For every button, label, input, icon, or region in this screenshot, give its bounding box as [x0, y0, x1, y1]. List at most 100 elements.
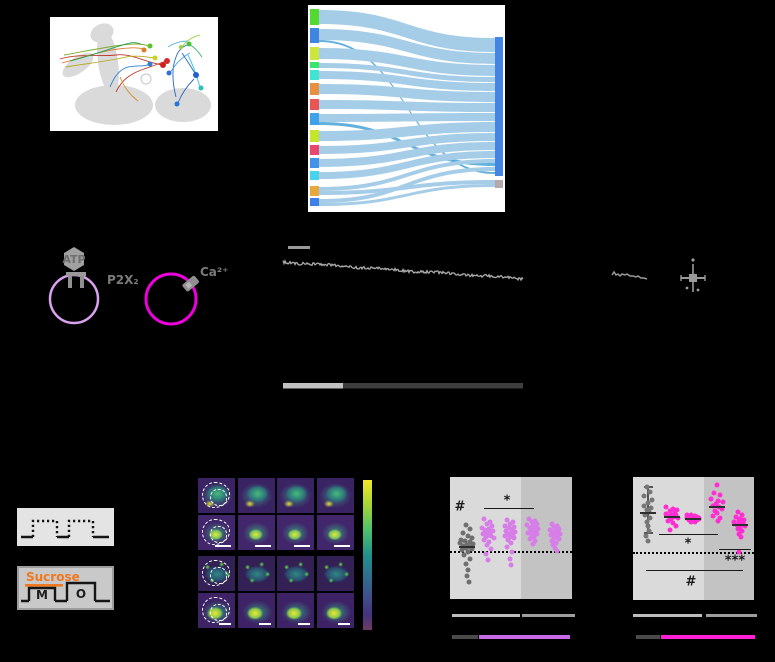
- legend-bar: [661, 635, 755, 639]
- calcium-image-cell: [237, 556, 275, 591]
- data-point: [741, 517, 747, 523]
- data-point: [505, 537, 511, 543]
- calcium-image-cell: [198, 515, 235, 550]
- ca-label: Ca²⁺: [200, 265, 229, 279]
- image-scalebar: [337, 622, 350, 625]
- data-point: [457, 540, 463, 546]
- dotted-pulse-trace: [21, 519, 109, 539]
- sankey-node-right: [495, 37, 503, 176]
- sankey-flow: [319, 142, 495, 167]
- legend-bar: [636, 635, 660, 639]
- data-point: [509, 527, 515, 533]
- data-point: [550, 529, 556, 535]
- sankey-node-left: [310, 186, 319, 196]
- calcium-image-cell: [277, 593, 314, 628]
- data-point: [484, 542, 490, 548]
- data-point: [711, 490, 717, 496]
- calcium-image-cell: [198, 556, 235, 591]
- data-point: [710, 513, 716, 519]
- calcium-image-cell: [277, 556, 314, 591]
- legend-bar: [452, 635, 478, 639]
- stimulus-bar-segment: [343, 383, 523, 389]
- data-point: [663, 504, 669, 510]
- mini-plots: [611, 258, 706, 292]
- legend-bar: [633, 614, 702, 617]
- group-mean-line: [709, 506, 725, 508]
- data-point: [647, 489, 653, 495]
- data-point: [733, 514, 739, 520]
- data-point: [467, 556, 473, 562]
- data-point: [511, 524, 517, 530]
- image-scalebar: [298, 622, 310, 625]
- sankey-flow: [319, 100, 495, 112]
- data-point: [641, 503, 647, 509]
- sankey-flow: [319, 122, 495, 141]
- sankey-flow: [319, 133, 495, 154]
- data-point: [735, 509, 741, 515]
- data-point: [480, 531, 486, 537]
- sankey-flow: [319, 48, 495, 76]
- roi-outline-inner: [209, 488, 227, 506]
- sankey-flow: [319, 167, 495, 203]
- data-point: [481, 516, 487, 522]
- data-point: [549, 538, 555, 544]
- group-mean-line: [732, 524, 748, 526]
- roi-outline: [202, 560, 230, 586]
- data-point: [731, 519, 737, 525]
- data-point: [663, 511, 669, 517]
- brain-volume: [62, 23, 211, 125]
- viridis-colorbar: [363, 480, 372, 630]
- legend-bar: [522, 614, 575, 617]
- data-point: [463, 561, 469, 567]
- calcium-image-cell: [316, 556, 354, 591]
- data-point: [648, 505, 654, 511]
- data-point: [510, 532, 516, 538]
- data-point: [528, 528, 534, 534]
- neurites-left: [59, 42, 167, 102]
- group-mean-line: [459, 546, 475, 548]
- sankey-flow: [319, 113, 495, 122]
- data-point: [509, 549, 515, 555]
- data-point: [552, 545, 558, 551]
- data-point: [502, 533, 508, 539]
- calcium-montage-panel: [198, 478, 376, 634]
- group-mean-line: [685, 518, 701, 520]
- sucrose-bar: [25, 584, 63, 587]
- data-point: [548, 532, 554, 538]
- data-point: [553, 540, 559, 546]
- o-pulse-label: O: [76, 587, 86, 601]
- data-point: [692, 519, 698, 525]
- data-point: [715, 518, 721, 524]
- calcium-image-cell: [237, 478, 275, 513]
- image-scalebar: [333, 544, 350, 547]
- calcium-image-cell: [237, 593, 275, 628]
- vector-circle-p2x2: [48, 273, 100, 325]
- data-point: [491, 535, 497, 541]
- significance-bar: [719, 549, 751, 550]
- data-point: [645, 523, 651, 529]
- calcium-image-cell: [237, 515, 275, 550]
- roi-outline-inner: [209, 603, 227, 621]
- sankey-node-left: [310, 99, 319, 110]
- data-point: [505, 531, 511, 537]
- data-point: [739, 528, 745, 534]
- data-point: [717, 492, 723, 498]
- data-point: [526, 516, 532, 522]
- data-point: [512, 529, 518, 535]
- data-point: [645, 538, 651, 544]
- calcium-sensor-glyph: [182, 275, 199, 292]
- sankey-node-right: [495, 180, 503, 188]
- sankey-node-left: [310, 62, 319, 68]
- sankey-node-left: [310, 47, 319, 60]
- sankey-flow: [319, 84, 495, 102]
- data-point: [708, 496, 714, 502]
- data-point: [506, 525, 512, 531]
- data-point: [736, 549, 742, 555]
- swarm-plot-left: # *: [450, 477, 572, 599]
- data-point: [466, 579, 472, 585]
- data-point: [641, 493, 647, 499]
- data-point: [665, 518, 671, 524]
- sankey-flow: [319, 159, 495, 191]
- data-point: [531, 534, 537, 540]
- data-point: [508, 562, 514, 568]
